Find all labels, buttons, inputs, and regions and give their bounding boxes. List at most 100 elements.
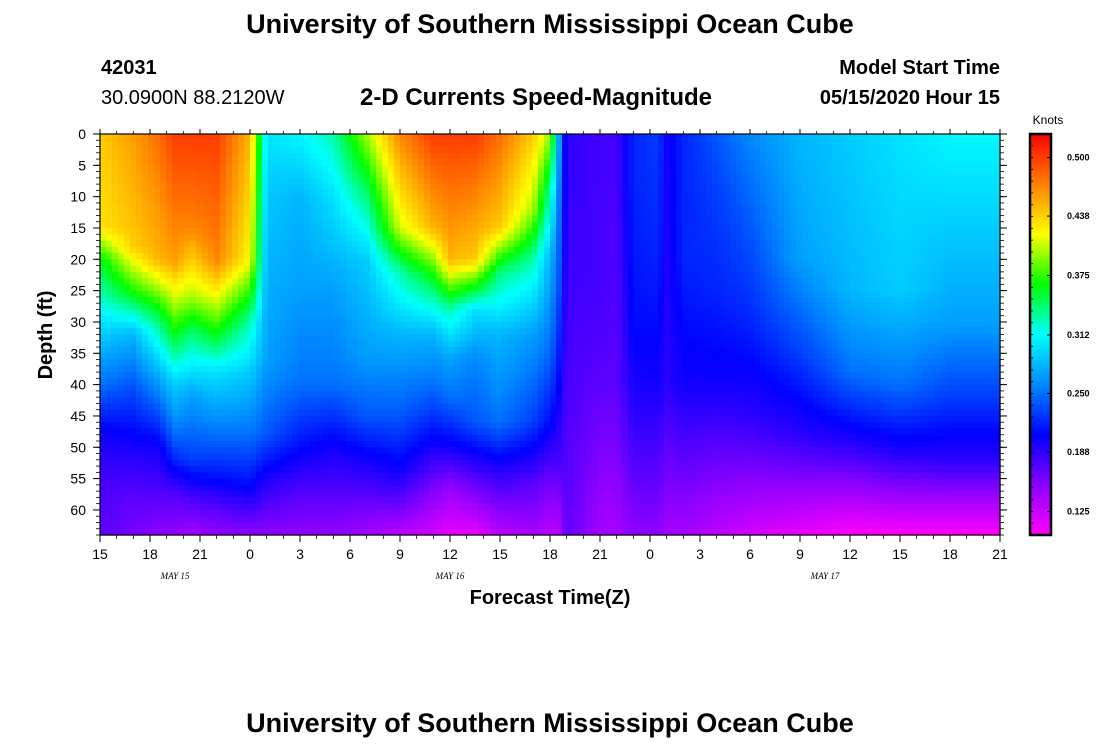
heatmap-cell xyxy=(112,303,119,311)
heatmap-cell xyxy=(208,152,215,160)
heatmap-cell xyxy=(502,221,509,229)
heatmap-cell xyxy=(238,221,245,229)
heatmap-cell xyxy=(106,221,113,229)
heatmap-cell xyxy=(124,453,131,461)
heatmap-cell xyxy=(112,359,119,367)
heatmap-cell xyxy=(442,434,449,442)
heatmap-cell xyxy=(136,184,143,191)
heatmap-cell xyxy=(130,365,137,373)
heatmap-cell xyxy=(508,234,515,242)
heatmap-cell xyxy=(286,491,293,499)
heatmap-cell xyxy=(538,466,545,473)
heatmap-cell xyxy=(250,184,257,191)
heatmap-cell xyxy=(490,259,497,267)
heatmap-cell xyxy=(172,334,179,342)
heatmap-cell xyxy=(514,290,521,298)
heatmap-cell xyxy=(136,409,143,417)
heatmap-cell xyxy=(226,271,233,279)
heatmap-cell xyxy=(322,384,329,392)
heatmap-cell xyxy=(436,403,443,411)
heatmap-cell xyxy=(346,209,353,217)
heatmap-cell xyxy=(250,390,257,398)
heatmap-cell xyxy=(214,459,221,467)
heatmap-cell xyxy=(274,478,281,486)
heatmap-cell xyxy=(508,434,515,442)
heatmap-cell xyxy=(490,265,497,273)
heatmap-cell xyxy=(472,246,479,254)
heatmap-cell xyxy=(196,328,203,336)
heatmap-cell xyxy=(292,466,299,473)
heatmap-cell xyxy=(556,321,563,329)
heatmap-cell xyxy=(262,359,269,367)
heatmap-cell xyxy=(364,503,371,511)
heatmap-cell xyxy=(184,503,191,511)
heatmap-cell xyxy=(232,409,239,417)
heatmap-cell xyxy=(286,466,293,473)
heatmap-cell xyxy=(394,340,401,348)
heatmap-cell xyxy=(124,441,131,448)
heatmap-cell xyxy=(520,171,527,179)
heatmap-cell xyxy=(472,303,479,311)
heatmap-cell xyxy=(562,190,569,198)
heatmap-cell xyxy=(172,340,179,348)
heatmap-cell xyxy=(448,171,455,179)
heatmap-cell xyxy=(100,409,107,417)
heatmap-cell xyxy=(370,159,377,166)
heatmap-cell xyxy=(358,284,365,292)
heatmap-cell xyxy=(538,196,545,204)
heatmap-cell xyxy=(538,146,545,154)
heatmap-cell xyxy=(178,372,185,379)
heatmap-cell xyxy=(526,209,533,217)
heatmap-cell xyxy=(202,340,209,348)
heatmap-cell xyxy=(148,359,155,367)
heatmap-cell xyxy=(160,240,167,248)
heatmap-cell xyxy=(442,334,449,342)
heatmap-cell xyxy=(532,177,539,185)
heatmap-cell xyxy=(274,209,281,217)
heatmap-cell xyxy=(214,497,221,505)
heatmap-cell xyxy=(214,359,221,367)
heatmap-cell xyxy=(250,372,257,379)
heatmap-cell xyxy=(520,309,527,317)
heatmap-cell xyxy=(280,140,287,148)
heatmap-cell xyxy=(412,296,419,304)
heatmap-cell xyxy=(544,259,551,267)
heatmap-cell xyxy=(130,152,137,160)
heatmap-cell xyxy=(262,422,269,430)
heatmap-cell xyxy=(448,296,455,304)
heatmap-cell xyxy=(160,271,167,279)
heatmap-cell xyxy=(160,340,167,348)
heatmap-cell xyxy=(442,190,449,198)
heatmap-cell xyxy=(274,503,281,511)
heatmap-cell xyxy=(358,246,365,254)
heatmap-cell xyxy=(544,190,551,198)
heatmap-cell xyxy=(340,453,347,461)
heatmap-cell xyxy=(352,397,359,405)
heatmap-cell xyxy=(442,516,449,524)
heatmap-cell xyxy=(484,434,491,442)
heatmap-cell xyxy=(436,315,443,323)
heatmap-cell xyxy=(184,434,191,442)
heatmap-cell xyxy=(160,434,167,442)
heatmap-cell xyxy=(250,516,257,524)
heatmap-cell xyxy=(202,227,209,235)
heatmap-cell xyxy=(130,491,137,499)
heatmap-cell xyxy=(262,271,269,279)
heatmap-cell xyxy=(352,409,359,417)
heatmap-cell xyxy=(244,290,251,298)
heatmap-cell xyxy=(478,227,485,235)
heatmap-cell xyxy=(412,397,419,405)
heatmap-cell xyxy=(136,253,143,260)
heatmap-cell xyxy=(292,321,299,329)
heatmap-cell xyxy=(244,390,251,398)
heatmap-cell xyxy=(532,171,539,179)
heatmap-cell xyxy=(244,190,251,198)
heatmap-cell xyxy=(460,353,467,361)
heatmap-cell xyxy=(112,259,119,267)
heatmap-cell xyxy=(214,165,221,173)
heatmap-cell xyxy=(196,441,203,448)
heatmap-cell xyxy=(346,466,353,473)
heatmap-cell xyxy=(418,434,425,442)
heatmap-cell xyxy=(142,353,149,361)
heatmap-cell xyxy=(112,184,119,191)
